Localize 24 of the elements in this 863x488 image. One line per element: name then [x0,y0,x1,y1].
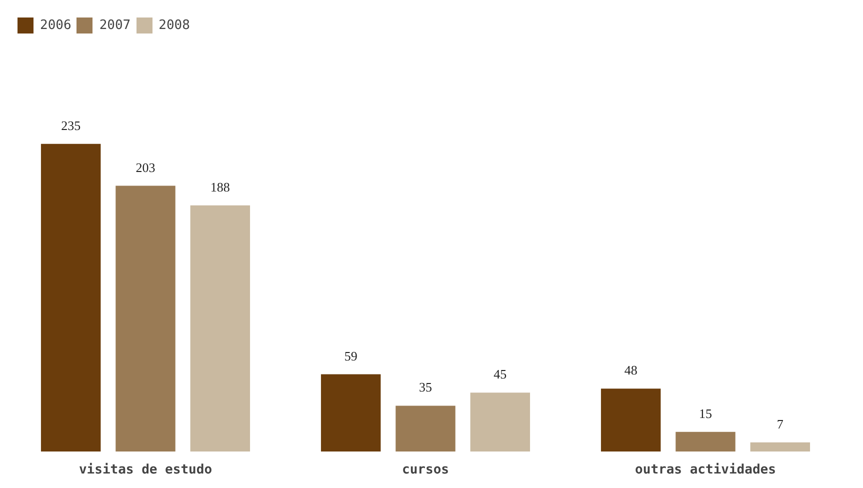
bar [320,374,381,452]
bar [396,406,456,452]
data-label: 59 [344,348,358,364]
x-tick-label: visitas de estudo [78,462,212,478]
legend-label: 2006 [40,18,72,32]
data-label: 235 [61,118,81,133]
x-tick-label: outras actividades [635,462,776,478]
bar [116,186,176,452]
bar [190,205,250,452]
data-label: 203 [136,160,156,175]
bar [470,392,530,452]
data-label: 15 [699,406,712,421]
bar [600,388,661,452]
x-tick-label: cursos [402,462,449,478]
bar [40,144,101,452]
data-label: 45 [494,366,507,382]
data-label: 35 [419,380,432,395]
legend-label: 2007 [99,18,131,32]
data-label: 48 [624,362,638,378]
bar [676,432,736,452]
data-label: 188 [210,179,230,194]
legend-label: 2008 [158,18,190,32]
bar [750,442,810,452]
data-label: 7 [776,416,784,432]
